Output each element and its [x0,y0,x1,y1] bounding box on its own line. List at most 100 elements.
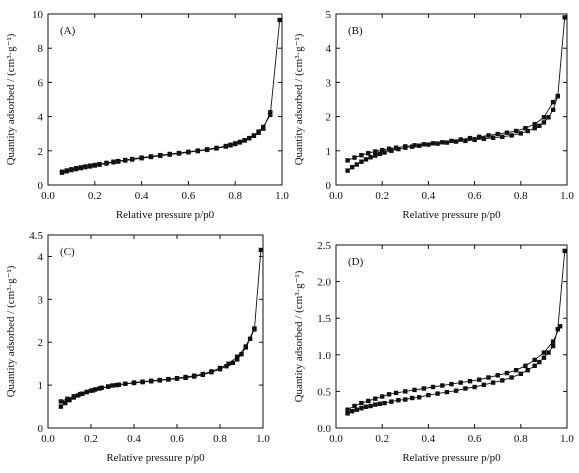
data-point [366,151,371,156]
data-point [111,160,116,165]
data-point [235,357,240,362]
data-point [373,396,378,401]
series-adsorption [59,17,282,174]
data-point [396,146,401,152]
data-point [449,138,454,144]
y-tick-label: 2.5 [317,240,331,252]
data-point [412,143,417,148]
data-point [389,148,394,153]
data-point [532,363,537,368]
data-point [368,155,373,160]
data-point [235,354,240,359]
data-point [256,130,261,135]
data-point [91,388,96,393]
data-point [377,151,383,157]
data-point [176,151,182,156]
x-axis-title: Relative pressure p/p0 [402,209,501,221]
data-point [403,397,408,402]
data-point [97,386,102,391]
data-point [403,144,408,149]
data-point [277,17,282,23]
panel-label: (D) [348,256,364,268]
series-desorption [58,326,257,404]
data-point [500,134,505,139]
data-point [518,131,523,136]
data-point [373,402,378,407]
x-tick-label: 0.2 [375,433,389,445]
data-point [380,394,385,399]
x-axis-title: Relative pressure p/p0 [402,452,501,464]
data-point [350,165,355,170]
series-line [60,249,262,407]
y-tick-label: 2 [38,146,44,158]
data-point [106,384,111,389]
data-point [396,398,401,403]
x-tick-label: 0.8 [514,433,528,445]
y-tick-label: 2 [38,337,44,349]
data-point [97,162,102,167]
data-point [440,140,445,145]
data-point [421,386,426,391]
data-point [242,138,247,143]
data-point [557,324,563,329]
y-tick-label: 3 [38,294,44,306]
data-point [268,110,273,115]
data-point [258,247,264,253]
data-point [430,141,436,146]
y-tick-label: 10 [32,9,44,21]
x-tick-label: 0.0 [329,190,343,202]
series-desorption [345,93,560,163]
data-point [550,339,556,344]
data-point [226,361,231,366]
data-point [426,392,431,398]
y-tick-label: 4.5 [29,230,43,242]
data-point [490,380,496,385]
x-tick-label: 0.4 [422,433,436,445]
panel-label: (A) [60,25,76,37]
x-tick-label: 0.2 [84,433,98,445]
data-point [477,377,482,382]
data-point [435,141,440,146]
data-point [555,327,560,332]
x-tick-label: 0.4 [422,190,436,202]
data-point [223,144,228,149]
data-point [546,350,551,355]
panel-b: 0.0 0.2 0.4 0.6 0.8 1.0 0 1 2 3 4 5 (B) Relative pres… [293,9,574,221]
data-point [345,407,350,412]
data-point [268,112,273,118]
data-point [453,139,459,144]
data-point [71,394,76,399]
data-point [412,387,417,393]
series-line [61,19,281,173]
y-axis-title: Quantity adsorbed / (cm³·g⁻¹) [293,270,305,402]
data-point [192,373,197,378]
data-point [562,248,567,254]
data-point [393,390,399,396]
data-point [230,360,236,365]
data-point [426,142,431,147]
data-point [486,375,491,380]
data-point [477,134,482,139]
data-point [58,399,64,404]
data-point [87,164,93,169]
data-point [550,343,556,349]
data-point [366,398,371,404]
y-tick-label: 6 [38,77,44,89]
data-point [359,153,364,158]
data-point [131,380,137,385]
data-point [525,368,530,373]
data-point [373,153,378,158]
data-point [243,344,248,349]
data-point [421,142,426,147]
data-point [363,157,369,162]
data-point [359,159,364,164]
series-desorption [59,110,273,175]
data-point [495,131,500,137]
y-tick-label: 4 [326,43,332,55]
data-point [417,395,422,400]
x-tick-label: 1.0 [560,433,574,445]
data-point [58,404,64,409]
data-point [440,383,445,388]
series-adsorption [58,247,264,409]
data-point [167,152,172,157]
